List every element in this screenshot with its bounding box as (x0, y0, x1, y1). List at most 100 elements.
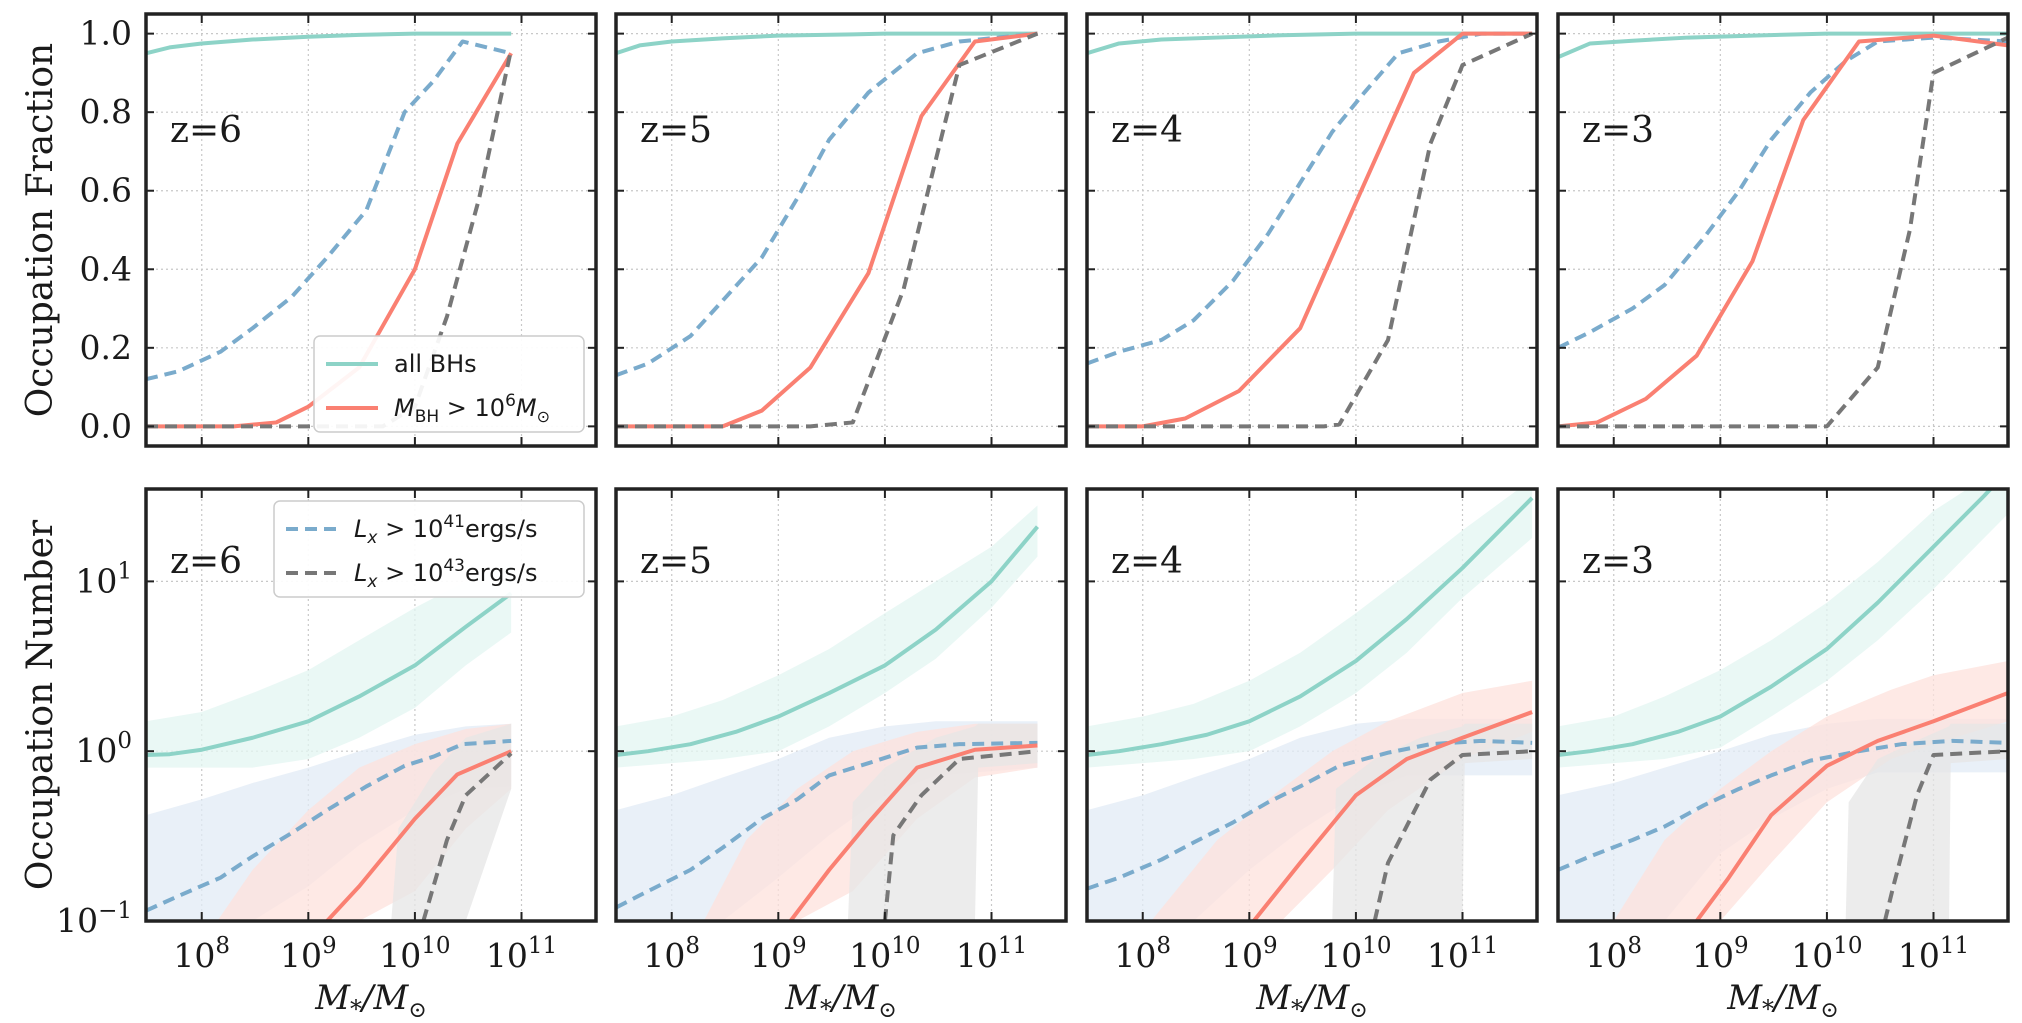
series-lx43-line (1558, 35, 2008, 429)
panel-frame (614, 12, 1068, 448)
series-mbh-line (325, 749, 512, 921)
legend-row2: Lx > 1041ergs/s Lx > 1043ergs/s (273, 500, 585, 598)
panel-frame (144, 487, 598, 923)
xtick-label-1: 109 (750, 933, 807, 975)
panel-frame (1556, 487, 2010, 923)
panel-frame (614, 487, 1068, 923)
legend-label-mbh: MBH > 106M⊙ (394, 391, 550, 427)
plot-area (146, 562, 513, 921)
panel-frame (1085, 12, 1539, 448)
ytick-label-0: 10−1 (56, 898, 132, 940)
xtick-label-3: 1011 (1427, 933, 1498, 975)
series-mbh-line (1087, 31, 1533, 429)
panel-frame (1556, 12, 2010, 448)
plot-area (1558, 31, 2008, 429)
series-mbh-line (1252, 710, 1533, 921)
legend-frame (273, 500, 585, 598)
plot-area (616, 505, 1040, 921)
xtick-label-1: 109 (1221, 933, 1278, 975)
ytick-label-4: 0.8 (80, 92, 132, 131)
series-all-line (1558, 489, 1994, 757)
band-all (1087, 489, 1533, 768)
band-all (1558, 489, 2008, 768)
xtick-label-3: 1011 (1898, 933, 1969, 975)
plot-area (1087, 489, 1534, 921)
band-lx43 (391, 723, 512, 921)
series-all-line (146, 31, 512, 56)
band-lx43 (1845, 723, 2008, 921)
series-mbh-line (788, 743, 1038, 921)
legend-label-all: all BHs (394, 350, 477, 378)
band-all (616, 505, 1038, 768)
panel-z-label: z=4 (1111, 110, 1183, 151)
series-lx41-line (146, 39, 512, 382)
x-axis-label: M*/M⊙ (1255, 978, 1368, 1023)
panel-frame (1085, 487, 1539, 923)
panel-row1-col3: z=4 (1085, 12, 1539, 448)
series-lx43-line (421, 751, 513, 921)
y-axis-label-row2: Occupation Number (20, 519, 61, 890)
xtick-label-2: 1010 (1791, 933, 1862, 975)
xtick-label-0: 108 (1114, 933, 1171, 975)
x-axis-label: M*/M⊙ (314, 978, 427, 1023)
band-mbh (1613, 660, 2008, 921)
panel-row2-col3: 108 109 1010 1011 z=4 M*/M⊙ (1085, 487, 1539, 1023)
series-lx41-line (1558, 35, 2008, 350)
ytick-label-2: 101 (75, 558, 132, 600)
ytick-label-2: 0.4 (80, 249, 132, 288)
ytick-label-5: 1.0 (80, 14, 132, 53)
band-all (146, 562, 512, 768)
series-mbh-line (1695, 691, 2008, 921)
panel-z-label: z=5 (640, 541, 712, 582)
series-lx41-line (1087, 31, 1533, 366)
xtick-label-1: 109 (1692, 933, 1749, 975)
plot-area (1558, 489, 2008, 921)
series-lx43-line (616, 31, 1039, 429)
panel-z-label: z=3 (1582, 541, 1654, 582)
legend-row1: all BHs MBH > 106M⊙ (313, 335, 585, 433)
series-mbh-line (1558, 33, 2008, 429)
xtick-label-0: 108 (643, 933, 700, 975)
panel-row2-col4: 108 109 1010 1011 z=3 M*/M⊙ (1556, 487, 2010, 1023)
panel-z-label: z=5 (640, 110, 712, 151)
series-lx41-line (1558, 738, 2008, 872)
series-all-line (616, 525, 1040, 757)
x-axis-label: M*/M⊙ (784, 978, 897, 1023)
series-lx41-line (616, 740, 1038, 910)
series-lx43-line (1087, 31, 1533, 429)
ytick-label-0: 0.0 (80, 406, 132, 445)
xtick-label-2: 1010 (849, 933, 920, 975)
series-all-line (146, 591, 513, 757)
plot-area (616, 31, 1039, 429)
panel-z-label: z=6 (170, 110, 242, 151)
series-mbh-line (616, 31, 1038, 429)
legend-label-lx41: Lx > 1041ergs/s (354, 512, 538, 548)
ytick-label-1: 0.2 (80, 328, 132, 367)
legend-label-lx43: Lx > 1043ergs/s (354, 556, 538, 592)
panel-z-label: z=6 (170, 541, 242, 582)
ytick-label-3: 0.6 (80, 171, 132, 210)
series-all-line (1087, 31, 1533, 56)
panel-row1-col2: z=5 (614, 12, 1068, 448)
xtick-label-0: 108 (1585, 933, 1642, 975)
panel-row1-col4: z=3 (1556, 12, 2010, 448)
panel-row2-col2: 108 109 1010 1011 z=5 M*/M⊙ (614, 487, 1068, 1023)
xtick-label-0: 108 (173, 933, 230, 975)
series-lx43-line (882, 749, 1038, 921)
band-lx43 (1332, 723, 1533, 921)
series-all-line (616, 31, 1038, 56)
panel-row2-col1: 108 109 1010 1011 10−1 100 101 z=6 M*/M⊙ (56, 487, 598, 1023)
series-lx41-line (146, 738, 512, 913)
series-lx41-line (616, 31, 1038, 378)
xtick-label-2: 1010 (379, 933, 450, 975)
panel-z-label: z=4 (1111, 541, 1183, 582)
xtick-label-2: 1010 (1320, 933, 1391, 975)
x-axis-label: M*/M⊙ (1726, 978, 1839, 1023)
series-all-line (1087, 496, 1534, 757)
panel-z-label: z=3 (1582, 110, 1654, 151)
y-axis-label-row1: Occupation Fraction (20, 43, 61, 417)
xtick-label-3: 1011 (486, 933, 557, 975)
plot-area (1087, 31, 1533, 429)
xtick-label-1: 109 (280, 933, 337, 975)
